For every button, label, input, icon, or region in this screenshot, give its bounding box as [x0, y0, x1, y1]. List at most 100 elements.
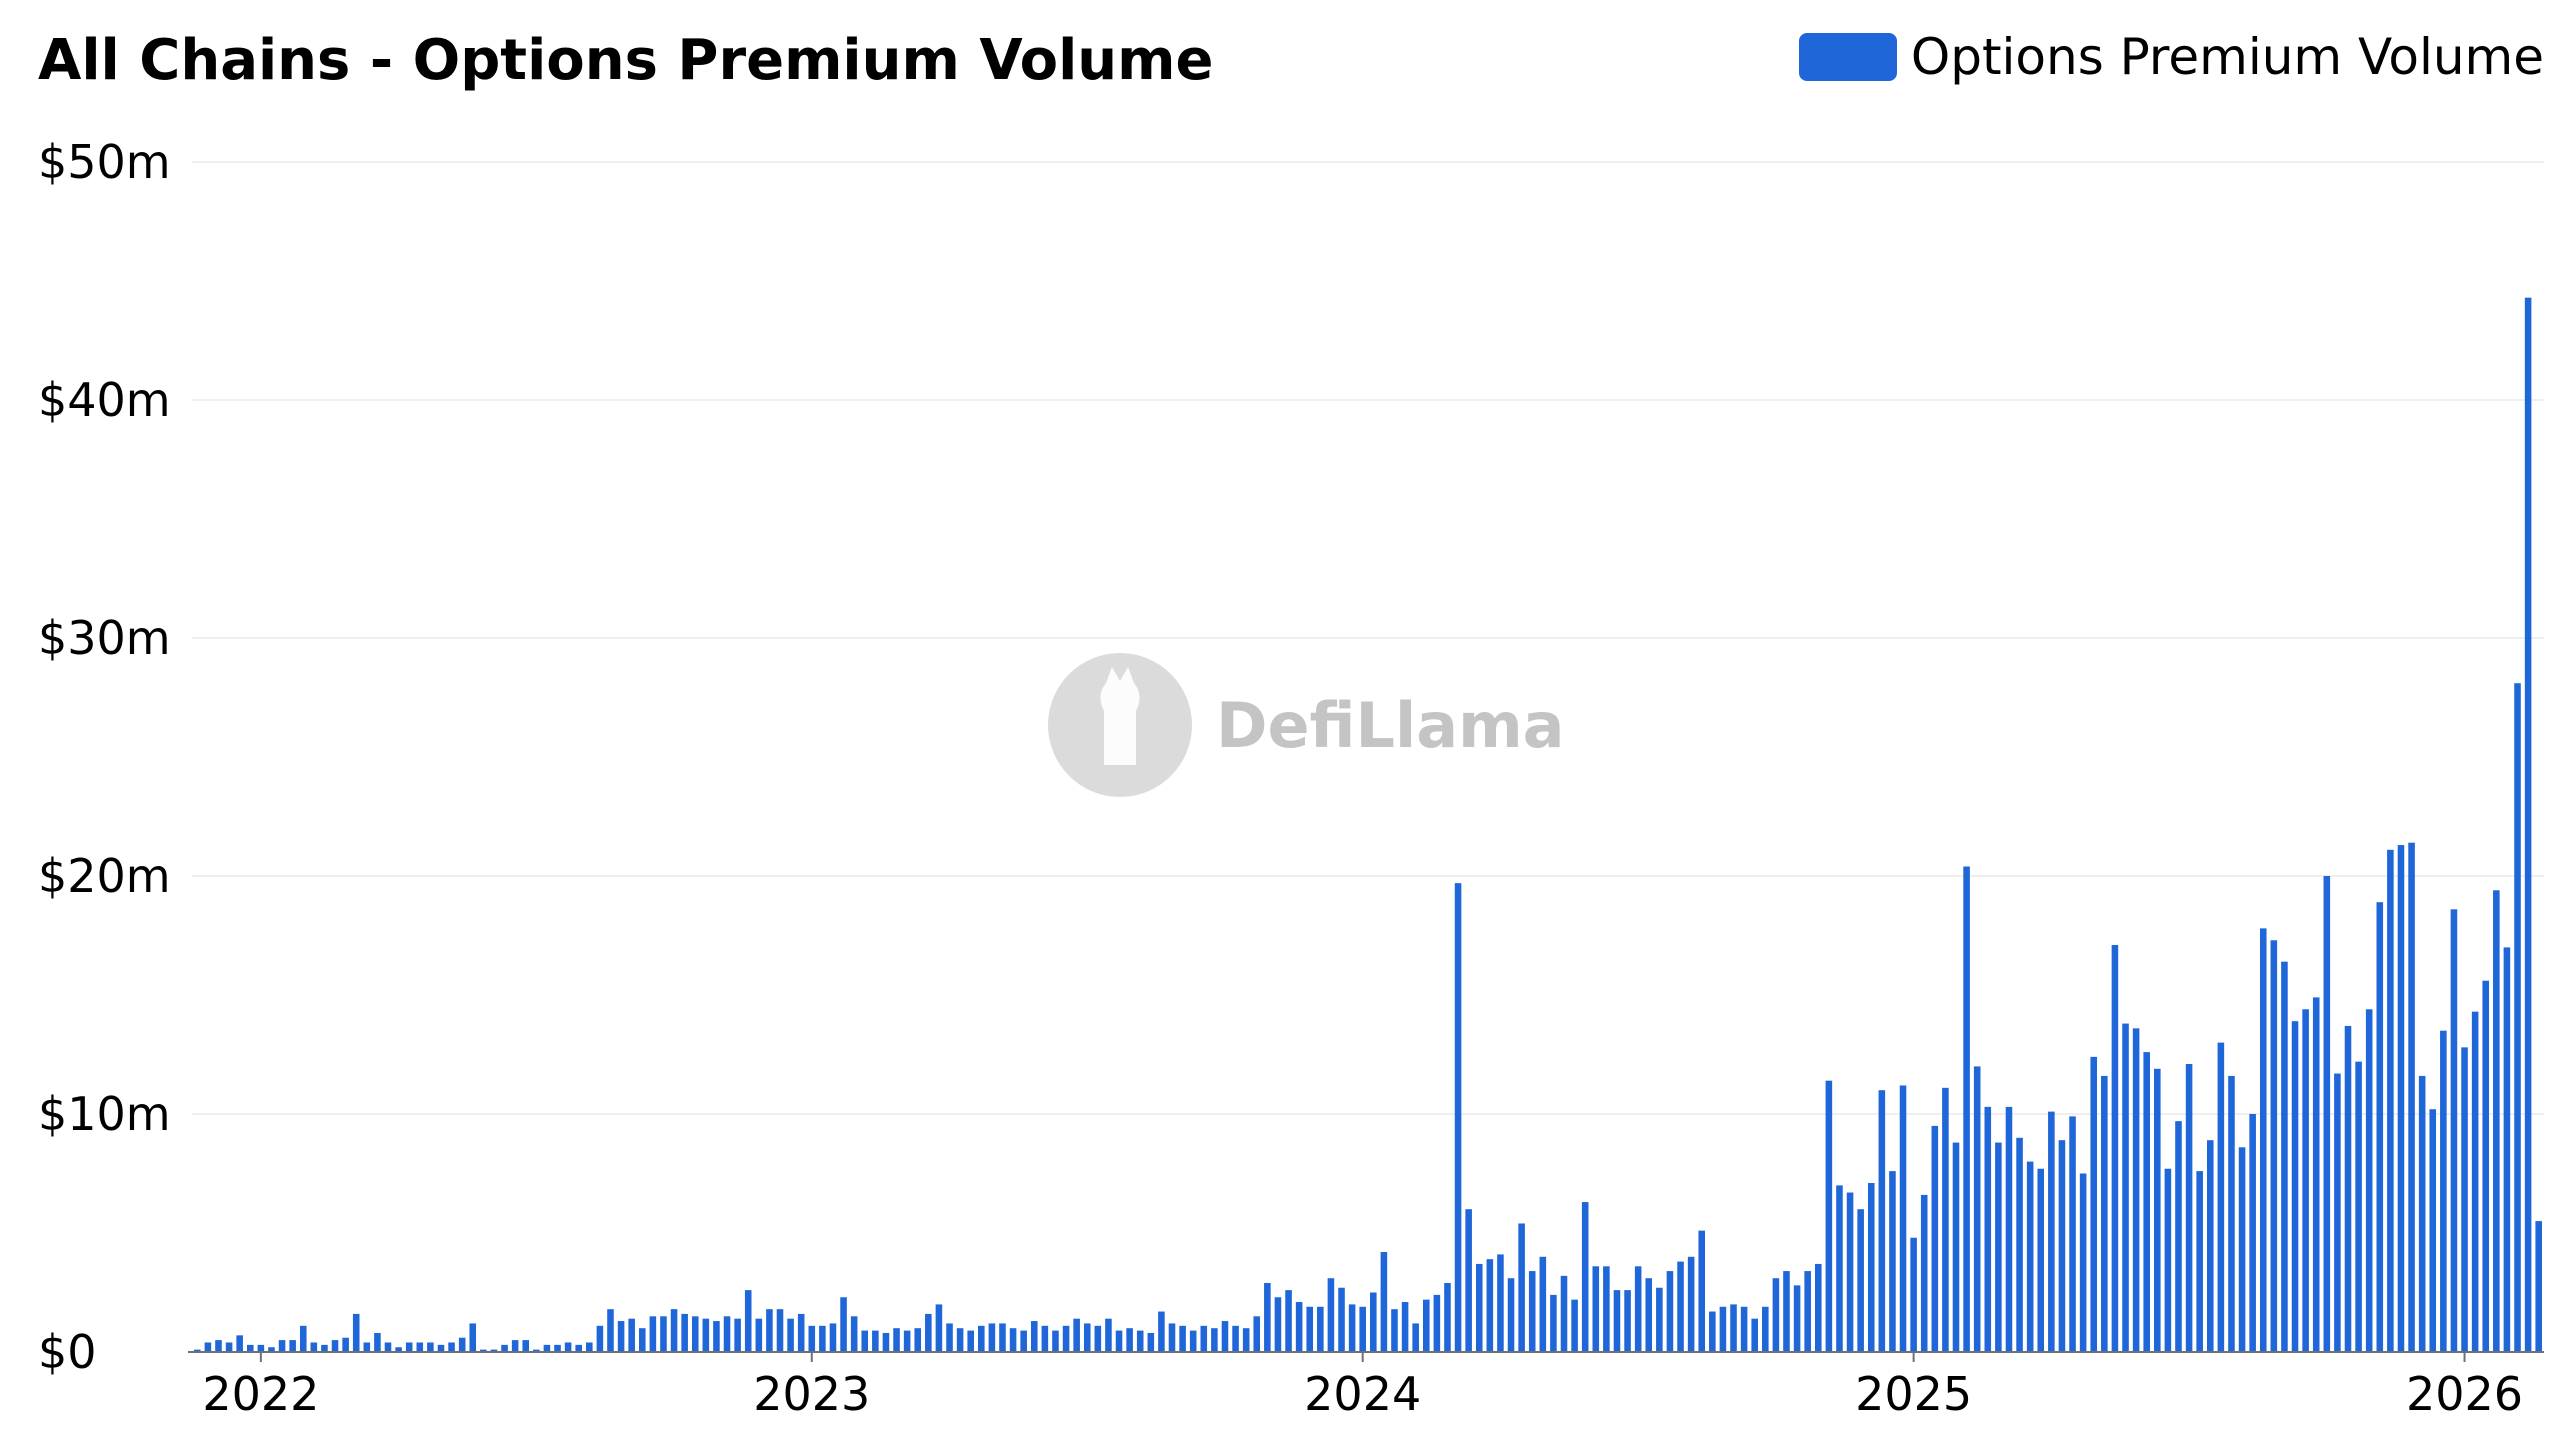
bar[interactable]	[1952, 1142, 1960, 1352]
bar[interactable]	[2493, 890, 2500, 1352]
bar[interactable]	[2206, 1140, 2214, 1352]
bar[interactable]	[1783, 1271, 1790, 1352]
bar[interactable]	[501, 1344, 508, 1352]
bar[interactable]	[872, 1330, 879, 1352]
bar[interactable]	[268, 1347, 275, 1352]
bar[interactable]	[2228, 1075, 2235, 1352]
bar[interactable]	[1370, 1292, 1377, 1353]
bar[interactable]	[903, 1330, 911, 1352]
bar[interactable]	[1984, 1106, 1992, 1352]
bar[interactable]	[2302, 1009, 2309, 1352]
bar[interactable]	[1433, 1294, 1441, 1352]
bar[interactable]	[1264, 1282, 1271, 1352]
bar[interactable]	[1465, 1209, 1472, 1352]
bar[interactable]	[437, 1344, 445, 1352]
bar[interactable]	[1730, 1304, 1737, 1352]
bar[interactable]	[427, 1342, 434, 1352]
bar[interactable]	[1645, 1278, 1653, 1352]
bar[interactable]	[1878, 1090, 1886, 1352]
bar[interactable]	[1147, 1332, 1155, 1352]
bar[interactable]	[2291, 1021, 2299, 1352]
bar[interactable]	[2122, 1023, 2129, 1352]
bar[interactable]	[1507, 1278, 1515, 1352]
bar[interactable]	[1772, 1278, 1780, 1352]
bar[interactable]	[628, 1318, 635, 1352]
bar[interactable]	[1179, 1325, 1186, 1352]
bar[interactable]	[1518, 1223, 1525, 1352]
bar[interactable]	[1867, 1183, 1875, 1352]
bar[interactable]	[596, 1325, 604, 1352]
bar[interactable]	[2524, 297, 2532, 1352]
bar[interactable]	[2344, 1025, 2352, 1352]
bar[interactable]	[1401, 1302, 1409, 1352]
bar[interactable]	[1348, 1304, 1356, 1352]
bar[interactable]	[840, 1297, 847, 1352]
bar[interactable]	[607, 1309, 614, 1352]
bar[interactable]	[2079, 1173, 2087, 1353]
bar[interactable]	[787, 1318, 794, 1352]
bar[interactable]	[1242, 1328, 1250, 1352]
bar[interactable]	[1497, 1254, 1504, 1352]
bar[interactable]	[1698, 1230, 1706, 1352]
bar[interactable]	[215, 1340, 222, 1352]
legend[interactable]: Options Premium Volume	[1798, 28, 2544, 86]
bar[interactable]	[575, 1344, 582, 1352]
bar[interactable]	[2461, 1047, 2468, 1352]
bar[interactable]	[204, 1342, 212, 1352]
bar[interactable]	[1709, 1311, 1716, 1352]
bar[interactable]	[490, 1349, 498, 1352]
bar[interactable]	[1412, 1323, 1419, 1352]
bar[interactable]	[1571, 1299, 1578, 1352]
bar[interactable]	[2281, 961, 2288, 1352]
bar[interactable]	[617, 1321, 625, 1352]
bar[interactable]	[861, 1330, 869, 1352]
bar[interactable]	[2387, 849, 2394, 1352]
bar[interactable]	[1105, 1318, 1112, 1352]
bar[interactable]	[2334, 1073, 2341, 1352]
bar[interactable]	[2535, 1221, 2542, 1352]
bar[interactable]	[1380, 1252, 1388, 1352]
bar[interactable]	[2429, 1109, 2437, 1352]
bar[interactable]	[1846, 1192, 1854, 1352]
bar[interactable]	[956, 1328, 964, 1352]
bar[interactable]	[299, 1325, 307, 1352]
bar[interactable]	[967, 1330, 974, 1352]
bar[interactable]	[723, 1316, 731, 1352]
bar[interactable]	[1592, 1266, 1600, 1352]
bar[interactable]	[2090, 1056, 2098, 1352]
bar[interactable]	[246, 1344, 254, 1352]
bar[interactable]	[1041, 1325, 1049, 1352]
bar[interactable]	[1094, 1325, 1102, 1352]
bar[interactable]	[999, 1323, 1006, 1352]
bar[interactable]	[342, 1337, 349, 1352]
bar[interactable]	[2238, 1147, 2246, 1352]
bar[interactable]	[1825, 1080, 1833, 1352]
bar[interactable]	[1454, 883, 1462, 1352]
bar[interactable]	[1910, 1237, 1917, 1352]
bar[interactable]	[458, 1337, 466, 1352]
bar[interactable]	[395, 1347, 402, 1352]
bar[interactable]	[2164, 1168, 2172, 1352]
bar[interactable]	[1528, 1271, 1536, 1352]
bar[interactable]	[1804, 1271, 1811, 1352]
bar[interactable]	[1539, 1256, 1547, 1352]
bar[interactable]	[2101, 1075, 2108, 1352]
bar[interactable]	[1857, 1209, 1864, 1352]
bar[interactable]	[1168, 1323, 1176, 1352]
bar[interactable]	[935, 1304, 943, 1352]
bar[interactable]	[448, 1342, 455, 1352]
bar[interactable]	[278, 1340, 286, 1352]
bar[interactable]	[1581, 1202, 1589, 1352]
bar[interactable]	[2323, 876, 2331, 1352]
bar[interactable]	[416, 1342, 424, 1352]
bar[interactable]	[2365, 1009, 2373, 1352]
bar[interactable]	[713, 1321, 720, 1352]
bar[interactable]	[2471, 1011, 2479, 1352]
bar[interactable]	[522, 1340, 530, 1352]
bar[interactable]	[2111, 945, 2119, 1352]
bar[interactable]	[511, 1340, 519, 1352]
bar[interactable]	[1560, 1275, 1568, 1352]
bar[interactable]	[1751, 1318, 1758, 1352]
bar[interactable]	[1634, 1266, 1642, 1352]
bar[interactable]	[1814, 1263, 1822, 1352]
